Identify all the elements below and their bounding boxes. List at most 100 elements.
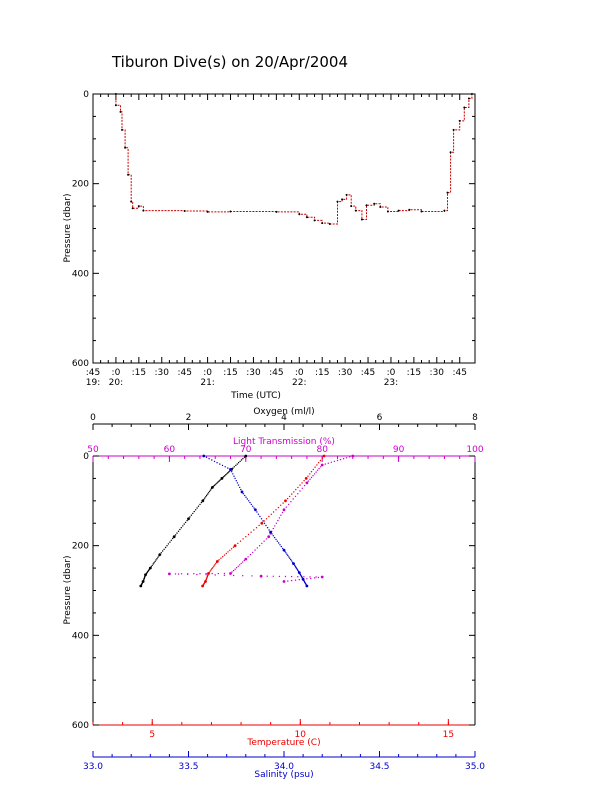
profile-point-trail xyxy=(321,457,323,459)
profile-point-trail xyxy=(213,484,215,487)
profile-point-trail xyxy=(281,511,284,514)
profile-point-trail xyxy=(275,522,278,524)
pressure-trace-line xyxy=(115,94,473,225)
pressure-trace-point xyxy=(298,213,301,216)
profile-point-trail xyxy=(254,549,256,551)
profile-point-trail xyxy=(239,564,241,566)
profile-point-trail xyxy=(287,503,290,506)
x-hour-label: 22: xyxy=(292,378,306,388)
profile-point-trail xyxy=(324,463,326,465)
profile-point-trail xyxy=(272,527,274,530)
profile-point-trail xyxy=(239,460,241,463)
profile-point-trail xyxy=(157,556,159,558)
profile-point-trail xyxy=(315,576,317,578)
profile-point-trail xyxy=(232,467,234,469)
profile-point-trail xyxy=(184,521,187,524)
time-panel-ticks: 0200400600:4519::020::15:30:45:021::15:3… xyxy=(72,90,475,388)
profile-point-trail xyxy=(299,484,301,486)
pressure-trace-point xyxy=(130,200,133,203)
x-tick-label: :15 xyxy=(132,368,146,378)
x-tick-label: :30 xyxy=(430,368,445,378)
profile-point-trail xyxy=(247,533,250,536)
profile-point-trail xyxy=(265,518,268,520)
profile-point-trail xyxy=(306,578,308,580)
profile-point-trail xyxy=(316,464,318,466)
profile-point-trail xyxy=(180,527,182,529)
profile-point-trail xyxy=(313,577,316,579)
profile-point xyxy=(259,574,263,578)
y-tick-label: 600 xyxy=(72,359,89,369)
profile-point-trail xyxy=(314,466,316,468)
pressure-trace-point xyxy=(119,110,122,113)
profile-point-trail xyxy=(220,478,222,480)
profile-point-trail xyxy=(237,484,240,486)
x-tick-label: :0 xyxy=(203,368,212,378)
profile-point-trail xyxy=(280,504,282,506)
profile-point-trail xyxy=(224,466,226,468)
pressure-trace-point xyxy=(443,209,446,212)
profile-axis-tick-label: 0 xyxy=(90,413,96,423)
profile-point-trail xyxy=(297,486,299,489)
pressure-trace-point xyxy=(467,97,470,100)
profile-point-trail xyxy=(307,475,309,477)
pressure-trace-point xyxy=(121,128,123,131)
profile-point-trail xyxy=(278,542,280,544)
profile-point-trail xyxy=(227,472,229,474)
profile-point-trail xyxy=(162,550,164,552)
profile-point-trail xyxy=(166,545,168,547)
profile-point-trail xyxy=(290,579,293,582)
profile-point-trail xyxy=(307,480,310,482)
pressure-trace-point xyxy=(420,210,423,213)
pressure-trace-point xyxy=(354,209,357,212)
profile-point-trail xyxy=(256,547,258,549)
profile-point-trail xyxy=(239,540,242,542)
temperature-axis-label: Temperature (C) xyxy=(246,738,320,748)
x-tick-label: :45 xyxy=(86,368,100,378)
profile-point-trail xyxy=(208,490,211,493)
profile-point-trail xyxy=(269,533,271,535)
profile-point-trail xyxy=(199,503,201,506)
profile-point-trail xyxy=(309,576,311,578)
pressure-trace-point xyxy=(305,216,308,219)
x-hour-label: 20: xyxy=(109,378,123,388)
profile-point xyxy=(320,463,324,467)
pressure-trace-point xyxy=(379,206,382,208)
x-tick-label: :45 xyxy=(361,368,375,378)
profile-point-trail xyxy=(280,514,282,516)
profile-point-trail xyxy=(315,471,317,473)
profile-point-trail xyxy=(152,563,154,565)
pressure-trace-point xyxy=(313,219,316,222)
profile-point-trail xyxy=(219,463,221,465)
profile-point-trail xyxy=(297,493,299,495)
profile-point-trail xyxy=(223,572,226,575)
profile-point-trail xyxy=(231,571,233,573)
profile-point-trail xyxy=(285,506,287,508)
profile-point-trail xyxy=(205,496,207,498)
profile-axis-tick-label: 33.5 xyxy=(178,762,198,772)
profile-point-trail xyxy=(170,539,172,541)
profile-point-trail xyxy=(234,477,236,480)
profile-point xyxy=(229,468,232,471)
x-tick-label: :15 xyxy=(407,368,421,378)
profile-point-trail xyxy=(225,552,227,555)
pressure-trace-point xyxy=(345,193,348,196)
profile-point-trail xyxy=(151,564,153,567)
pressure-time-trace xyxy=(114,93,473,225)
profile-point-trail xyxy=(209,570,211,572)
profile-point-trail xyxy=(245,496,247,498)
profile-point xyxy=(305,481,309,485)
profile-point-trail xyxy=(223,574,226,576)
profile-point-trail xyxy=(189,516,191,518)
profile-point-trail xyxy=(176,532,178,534)
profile-axis-tick-label: 60 xyxy=(164,445,176,455)
profile-point-trail xyxy=(205,572,207,575)
pressure-trace-point xyxy=(373,202,376,205)
profile-point-trail xyxy=(158,555,160,557)
profile-point-trail xyxy=(291,493,293,495)
profile-y-tick-label: 600 xyxy=(72,721,89,731)
profile-point xyxy=(269,530,272,534)
profile-point-trail xyxy=(297,576,299,578)
profile-point-trail xyxy=(237,462,240,464)
profile-point-trail xyxy=(239,486,241,489)
profile-point-trail xyxy=(243,559,245,562)
